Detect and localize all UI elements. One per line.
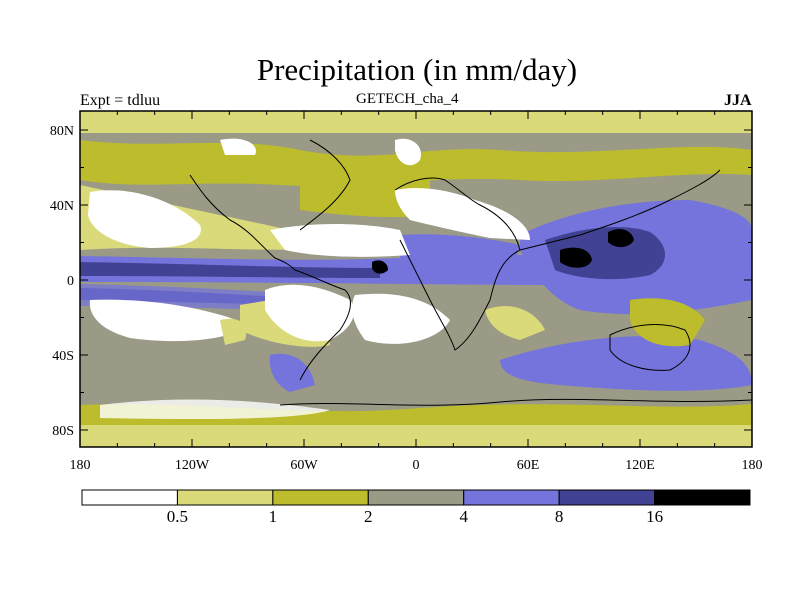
lon-tick-label: 60E [517, 458, 540, 473]
precipitation-field [80, 111, 752, 447]
field-south-america-blue [269, 353, 315, 392]
lat-tick-label: 80N [50, 124, 74, 139]
colorbar-swatch [272, 489, 369, 506]
field-arctic-dry [220, 138, 256, 155]
colorbar-label: 16 [646, 507, 663, 526]
lon-tick-label: 180 [70, 458, 91, 473]
lon-tick-label: 120E [625, 458, 655, 473]
colorbar-swatch [654, 489, 751, 506]
field-greenland-dry [395, 138, 421, 166]
colorbar-label: 8 [555, 507, 564, 526]
colorbar-label: 4 [459, 507, 468, 526]
field-spac-yellow [220, 318, 247, 345]
lon-tick-label: 120W [175, 458, 210, 473]
field-npac-dry [88, 190, 201, 248]
lat-tick-label: 40S [52, 349, 74, 364]
field-africa-blue [400, 234, 520, 265]
coast-north-america-west [189, 174, 296, 271]
colorbar: 0.5 1 2 4 8 16 [81, 489, 751, 526]
colorbar-label: 0.5 [167, 507, 188, 526]
field-australia-olive [630, 298, 705, 347]
field-sahara-dry [395, 188, 530, 240]
lat-tick-label: 0 [67, 274, 74, 289]
field-caribbean-dry [270, 224, 410, 257]
field-bay-of-bengal-max [560, 247, 592, 268]
lat-tick-label: 40N [50, 199, 74, 214]
field-satl-dry [352, 293, 450, 344]
coast-south-america [294, 269, 351, 381]
field-atl-max [372, 260, 388, 274]
colorbar-swatch [367, 489, 465, 506]
colorbar-swatch [463, 489, 560, 506]
field-sio-yellow [485, 306, 545, 340]
colorbar-label: 2 [364, 507, 373, 526]
field-scs-max [608, 229, 634, 248]
model-label: GETECH_cha_4 [356, 91, 459, 107]
coast-australia [609, 324, 691, 371]
colorbar-label: 1 [269, 507, 278, 526]
field-antarctic-dry [100, 399, 330, 420]
lon-tick-label: 60W [290, 458, 318, 473]
coast-asia [519, 169, 721, 251]
field-spac-dry [89, 299, 250, 342]
field-south-america-dry [265, 284, 354, 342]
colorbar-swatch [81, 489, 178, 506]
lat-tick-label: 80S [52, 424, 74, 439]
field-arctic-band [80, 111, 752, 133]
season-label: JJA [724, 92, 752, 109]
coast-eurasia [394, 177, 521, 251]
lon-tick-label: 180 [742, 458, 763, 473]
coast-africa [399, 239, 521, 351]
coast-antarctica [279, 398, 752, 406]
colorbar-swatch [176, 489, 274, 506]
coast-north-america-east [299, 139, 351, 231]
map-axes: 180 120W 60W 0 60E 120E 180 80N 40N 0 40S 80S [50, 111, 763, 473]
chart-title: Precipitation (in mm/day) [256, 52, 578, 87]
colorbar-swatch [558, 489, 656, 506]
experiment-label: Expt = tdluu [80, 92, 161, 109]
lon-tick-label: 0 [413, 458, 420, 473]
coastlines [189, 139, 752, 406]
